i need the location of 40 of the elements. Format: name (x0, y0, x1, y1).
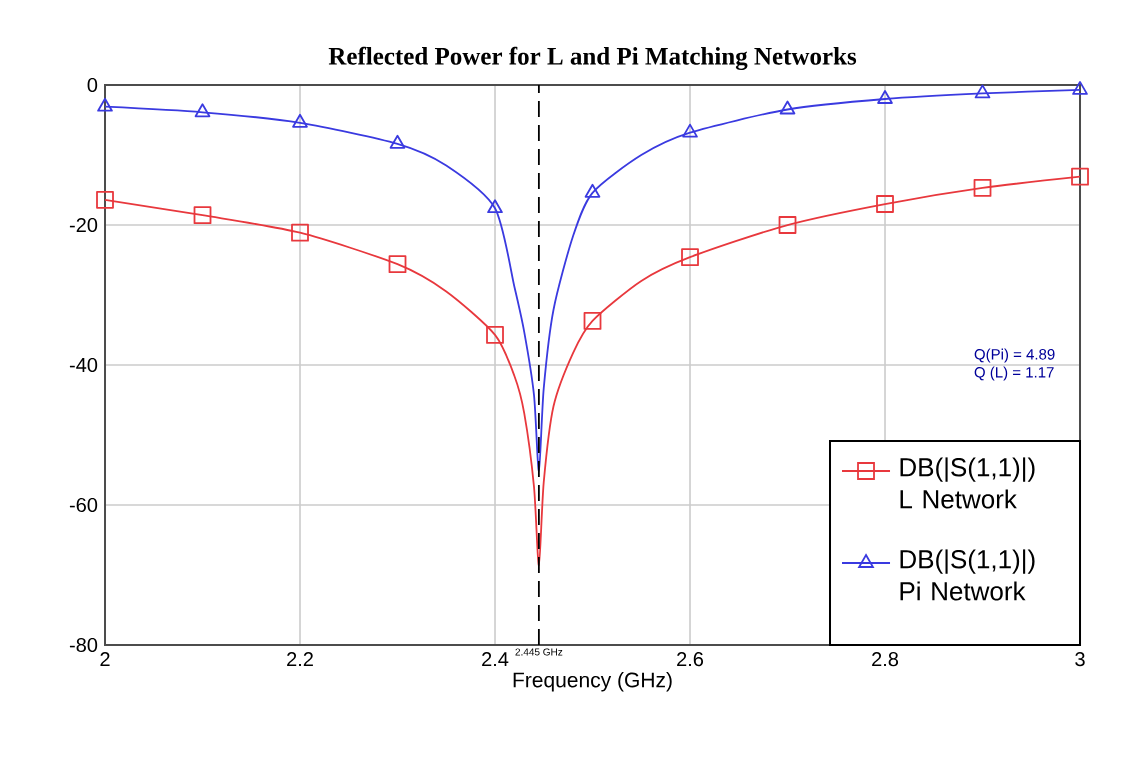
point (877, 90, 893, 104)
y-tick-label: -80 (69, 637, 98, 653)
point (778, 216, 797, 234)
x-tick-label: 2.4 (482, 652, 509, 667)
point (388, 255, 407, 274)
legend-label: DB(|S(1,1)|) L Network (900, 457, 1035, 509)
point (389, 134, 406, 149)
y-tick-label: -40 (69, 357, 98, 373)
point (974, 84, 991, 99)
point (96, 190, 114, 209)
legend-label: DB(|S(1,1)|) Pi Network (900, 549, 1035, 601)
point (584, 183, 601, 198)
x-axis-title: Frequency (GHz) (513, 671, 672, 692)
point (682, 123, 698, 138)
point (193, 206, 212, 225)
x-tick-label: 3 (1075, 652, 1085, 667)
chart-title: Reflected Power for L and Pi Matching Networks (328, 46, 857, 70)
point (97, 97, 113, 112)
y-tick-label: 0 (87, 77, 98, 93)
x-tick-label: 2.2 (287, 652, 313, 667)
y-tick-label: -60 (69, 497, 98, 513)
point (194, 103, 211, 118)
point (291, 223, 309, 242)
point (876, 195, 894, 213)
point (292, 113, 308, 128)
y-tick-label: -20 (69, 217, 98, 233)
point (583, 312, 602, 330)
point (681, 248, 699, 267)
ref-line-label: 2.445 GHz (515, 648, 563, 656)
point (487, 199, 503, 214)
annotation: Q (L) = 1.17 (974, 366, 1054, 381)
x-tick-label: 2 (100, 652, 110, 667)
point (486, 326, 504, 344)
x-tick-label: 2.8 (872, 652, 899, 667)
point (779, 100, 796, 115)
point (1071, 167, 1089, 186)
point (1072, 81, 1088, 95)
annotation: Q(Pi) = 4.89 (974, 348, 1055, 363)
x-tick-label: 2.6 (677, 652, 704, 667)
point (973, 179, 992, 197)
